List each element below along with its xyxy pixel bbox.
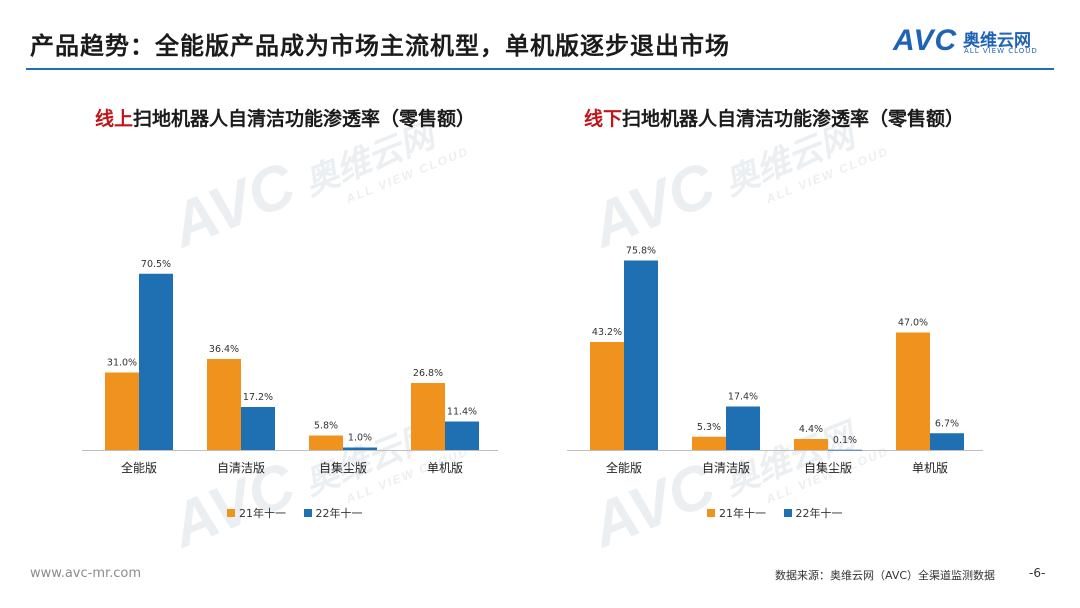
data-label: 43.2% (592, 327, 622, 338)
bar-2022 (624, 260, 658, 450)
data-label: 5.3% (697, 422, 721, 433)
legend-item-2021: 21年十一 (227, 505, 286, 521)
legend-swatch-2022 (783, 509, 792, 517)
bar-2021 (207, 359, 241, 450)
bar-2022 (828, 449, 862, 451)
chart-title-offline: 线下扫地机器人自清洁功能渗透率（零售额） (584, 104, 964, 131)
data-label: 1.0% (348, 433, 372, 444)
chart-title-offline-rest: 扫地机器人自清洁功能渗透率（零售额） (622, 108, 965, 130)
legend-item-2022: 22年十一 (303, 505, 363, 521)
data-label: 36.4% (209, 344, 239, 355)
bar-2022 (343, 447, 377, 450)
legend-label-2021: 21年十一 (239, 507, 286, 520)
page-number: -6- (1029, 566, 1046, 580)
data-label: 47.0% (898, 318, 928, 329)
bar-2021 (896, 332, 930, 450)
bar-2022 (139, 273, 173, 450)
logo-en-text: ALL VIEW CLOUD (964, 47, 1038, 55)
bar-2021 (794, 439, 828, 450)
data-label: 17.4% (728, 392, 758, 403)
bar-2021 (692, 436, 726, 450)
legend-swatch-2021 (227, 509, 235, 517)
legend-item-2021: 21年十一 (707, 505, 766, 521)
footer-data-source: 数据来源：奥维云网（AVC）全渠道监测数据 (775, 569, 996, 582)
category-label: 单机版 (912, 461, 948, 475)
legend-label-2022: 22年十一 (795, 507, 843, 520)
data-label: 5.8% (314, 421, 338, 432)
legend-item-2022: 22年十一 (783, 505, 843, 521)
offline-bar-chart: 43.2% 75.8% 全能版 5.3% 17.4% 自清洁版 4.4% 0.1% 自集尘版 47… (567, 246, 983, 475)
online-legend: 21年十一 22年十一 (227, 505, 377, 521)
page-title: 产品趋势：全能版产品成为市场主流机型，单机版逐步退出市场 (30, 32, 730, 60)
bar-2021 (590, 342, 624, 450)
offline-legend: 21年十一 22年十一 (707, 505, 857, 521)
watermark-right-top-en: ALL VIEW CLOUD (764, 143, 891, 207)
bar-2022 (445, 421, 479, 450)
category-label: 自集尘版 (804, 460, 852, 475)
bar-2022 (726, 406, 760, 450)
chart-title-online: 线上扫地机器人自清洁功能渗透率（零售额） (95, 104, 475, 131)
data-label: 6.7% (935, 418, 959, 429)
bar-2021 (411, 383, 445, 450)
data-label: 4.4% (799, 424, 823, 435)
bar-2021 (105, 372, 139, 450)
bar-2022 (241, 407, 275, 450)
data-label: 70.5% (141, 259, 171, 270)
data-label: 31.0% (107, 358, 137, 369)
data-label: 17.2% (243, 392, 273, 403)
category-label: 全能版 (606, 460, 642, 475)
legend-label-2022: 22年十一 (315, 507, 363, 520)
data-label: 11.4% (447, 407, 477, 418)
online-bar-chart: 31.0% 70.5% 全能版 36.4% 17.2% 自清洁版 5.8% 1.0% 自集尘版 2… (82, 259, 498, 475)
logo-mark: AVC (893, 24, 958, 57)
bar-2022 (930, 433, 964, 450)
chart-title-offline-highlight: 线下 (584, 108, 623, 130)
category-label: 自清洁版 (217, 461, 265, 475)
header-divider (26, 68, 1054, 70)
avc-logo: AVC 奥维云网 ALL VIEW CLOUD (893, 24, 1063, 60)
data-label: 0.1% (833, 435, 857, 446)
category-label: 单机版 (427, 461, 463, 475)
watermark-left-top-en: ALL VIEW CLOUD (344, 143, 471, 207)
chart-title-online-rest: 扫地机器人自清洁功能渗透率（零售额） (133, 108, 476, 130)
category-label: 自集尘版 (319, 460, 367, 475)
chart-title-online-highlight: 线上 (95, 108, 134, 130)
category-label: 全能版 (121, 460, 157, 475)
legend-label-2021: 21年十一 (719, 507, 766, 520)
data-label: 26.8% (413, 368, 443, 379)
legend-swatch-2021 (707, 509, 715, 517)
category-label: 自清洁版 (702, 461, 750, 475)
bar-2021 (309, 435, 343, 450)
legend-swatch-2022 (303, 509, 312, 517)
data-label: 75.8% (626, 246, 656, 257)
footer-website: www.avc-mr.com (30, 566, 142, 581)
logo-cn-text: 奥维云网 (963, 31, 1031, 51)
